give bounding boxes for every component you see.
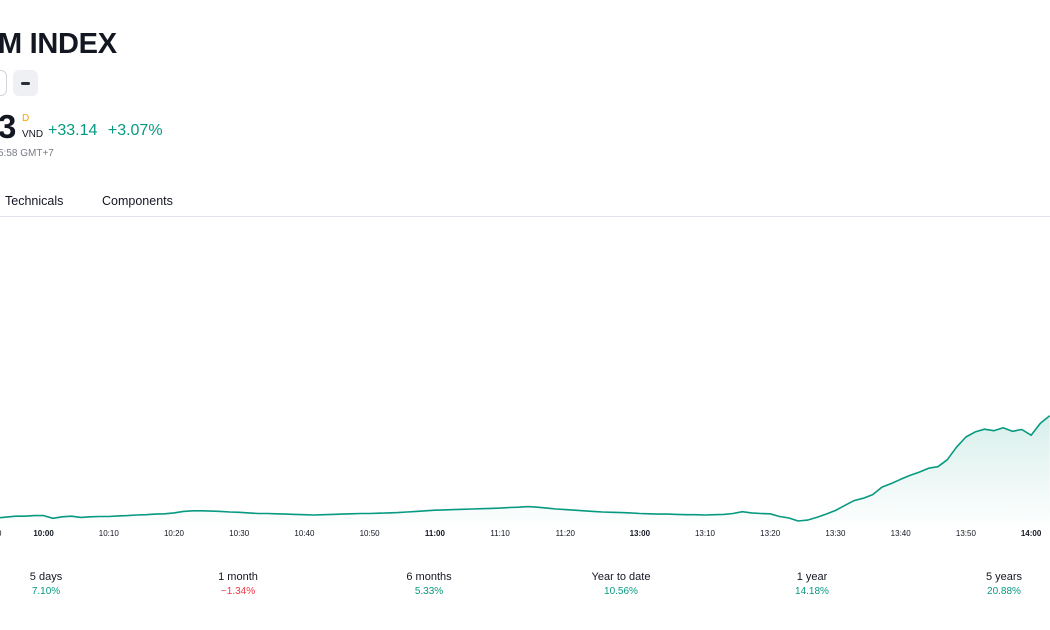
minus-icon [21, 82, 30, 85]
period-label: 5 days [29, 571, 63, 583]
x-tick-label: 10:40 [294, 529, 315, 538]
x-tick-label: 13:00 [630, 529, 651, 538]
change-percent: +3.07% [107, 122, 163, 139]
tabs-divider [0, 216, 1050, 217]
intraday-price-chart[interactable]: 0 10:00 10:10 10:20 10:30 10:40 10:50 11:00 11:1… [0, 217, 1050, 545]
price-change: +33.14 +3.07% [48, 122, 163, 140]
x-tick-label: 10:20 [164, 529, 185, 538]
x-tick-label: 13:40 [891, 529, 912, 538]
x-tick-label: 10:10 [99, 529, 120, 538]
x-tick-label: 11:10 [490, 529, 510, 538]
period-change: 7.10% [31, 586, 61, 597]
x-tick-label: 11:20 [556, 529, 576, 538]
add-symbol-chip[interactable] [0, 70, 7, 96]
timestamp: 5:58 GMT+7 [0, 148, 54, 159]
last-price: 3 [0, 108, 17, 145]
x-tick-label: 10:00 [33, 529, 54, 538]
period-1-year[interactable]: 1 year 14.18% [752, 570, 872, 599]
period-1-month[interactable]: 1 month −1.34% [178, 570, 298, 599]
period-6-months[interactable]: 6 months 5.33% [369, 570, 489, 599]
change-absolute: +33.14 [48, 122, 98, 139]
period-5-days[interactable]: 5 days 7.10% [0, 570, 106, 599]
x-tick-label: 13:10 [695, 529, 716, 538]
period-change: 20.88% [987, 586, 1021, 597]
session-mark: D [22, 113, 30, 124]
x-tick-label: 13:50 [956, 529, 977, 538]
period-label: 1 month [218, 571, 258, 583]
tab-technicals[interactable]: Technicals [5, 194, 64, 208]
period-change: 10.56% [604, 586, 638, 597]
price-series-line [0, 415, 1050, 522]
period-label: 1 year [796, 571, 828, 583]
period-label: 5 years [985, 571, 1023, 583]
period-change: 5.33% [414, 586, 444, 597]
period-label: Year to date [591, 571, 651, 583]
tab-components[interactable]: Components [102, 194, 173, 208]
period-5-years[interactable]: 5 years 20.88% [944, 570, 1050, 599]
period-change: −1.34% [220, 586, 256, 597]
period-year-to-date[interactable]: Year to date 10.56% [561, 570, 681, 599]
minus-button[interactable] [13, 70, 38, 96]
x-tick-partial: 0 [0, 529, 2, 538]
x-tick-label: 10:50 [360, 529, 381, 538]
period-label: 6 months [406, 571, 452, 583]
period-change: 14.18% [795, 586, 829, 597]
x-tick-label: 10:30 [229, 529, 250, 538]
x-tick-label: 13:20 [760, 529, 781, 538]
index-title: M INDEX [0, 28, 117, 60]
x-tick-label: 14:00 [1021, 529, 1042, 538]
currency-label: VND [22, 129, 44, 140]
price-area-fill [0, 415, 1050, 524]
performance-periods: 5 days 7.10% 1 month −1.34% 6 months 5.33% Yea… [0, 570, 1050, 604]
x-tick-label: 13:30 [825, 529, 846, 538]
x-tick-label: 11:00 [425, 529, 446, 538]
